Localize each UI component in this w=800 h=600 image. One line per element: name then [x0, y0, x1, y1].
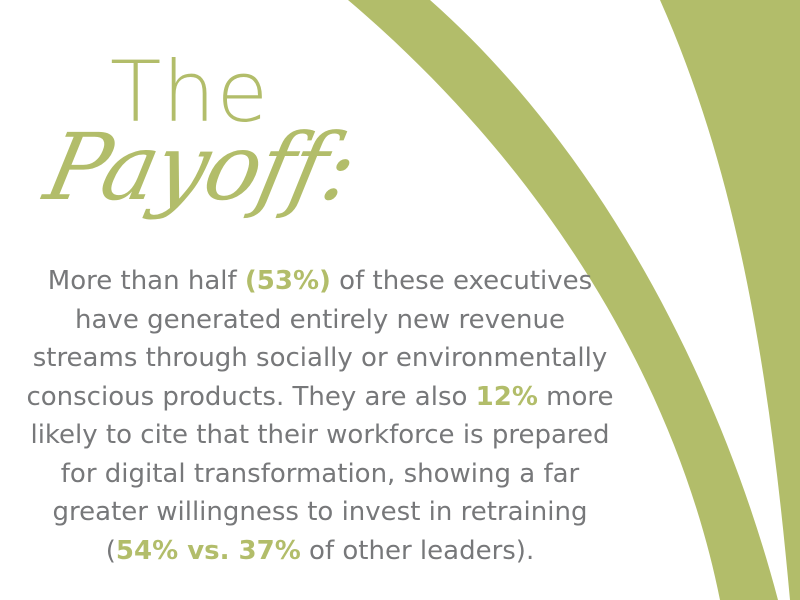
body-text-part-4: of other leaders). [300, 535, 535, 566]
swoosh-band-left [348, 0, 778, 600]
swoosh-band-right [660, 0, 800, 600]
body-text-part-1: More than half [47, 266, 245, 296]
body-paragraph: More than half (53%) of these executives… [20, 262, 620, 570]
highlight-12-percent: 12% [475, 381, 538, 412]
highlight-53-percent: (53%) [244, 266, 331, 296]
body-text-part-3: more likely to cite that their workforce… [30, 381, 614, 566]
title-payoff: Payoff: [36, 114, 365, 221]
body-text-part-2: of these executives have generated entir… [26, 266, 608, 412]
highlight-54-vs-37: 54% vs. 37% [115, 535, 301, 566]
title-the: The [110, 43, 270, 141]
